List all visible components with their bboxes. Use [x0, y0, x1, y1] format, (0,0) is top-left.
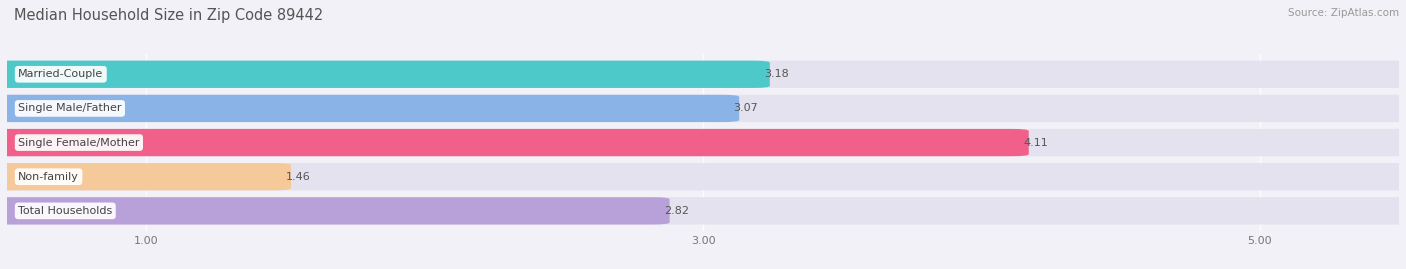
Text: 1.46: 1.46 — [285, 172, 311, 182]
FancyBboxPatch shape — [0, 61, 1406, 88]
Text: Non-family: Non-family — [18, 172, 79, 182]
Text: Total Households: Total Households — [18, 206, 112, 216]
Text: Source: ZipAtlas.com: Source: ZipAtlas.com — [1288, 8, 1399, 18]
FancyBboxPatch shape — [0, 95, 740, 122]
FancyBboxPatch shape — [0, 61, 770, 88]
FancyBboxPatch shape — [0, 163, 291, 190]
Text: 4.11: 4.11 — [1024, 137, 1047, 148]
FancyBboxPatch shape — [0, 197, 1406, 225]
FancyBboxPatch shape — [0, 163, 1406, 190]
Text: Single Female/Mother: Single Female/Mother — [18, 137, 139, 148]
Text: 3.07: 3.07 — [734, 103, 758, 114]
Text: 2.82: 2.82 — [664, 206, 689, 216]
Text: 3.18: 3.18 — [765, 69, 789, 79]
FancyBboxPatch shape — [0, 197, 669, 225]
Text: Married-Couple: Married-Couple — [18, 69, 104, 79]
FancyBboxPatch shape — [0, 129, 1406, 156]
FancyBboxPatch shape — [0, 95, 1406, 122]
Text: Single Male/Father: Single Male/Father — [18, 103, 122, 114]
FancyBboxPatch shape — [0, 129, 1029, 156]
Text: Median Household Size in Zip Code 89442: Median Household Size in Zip Code 89442 — [14, 8, 323, 23]
